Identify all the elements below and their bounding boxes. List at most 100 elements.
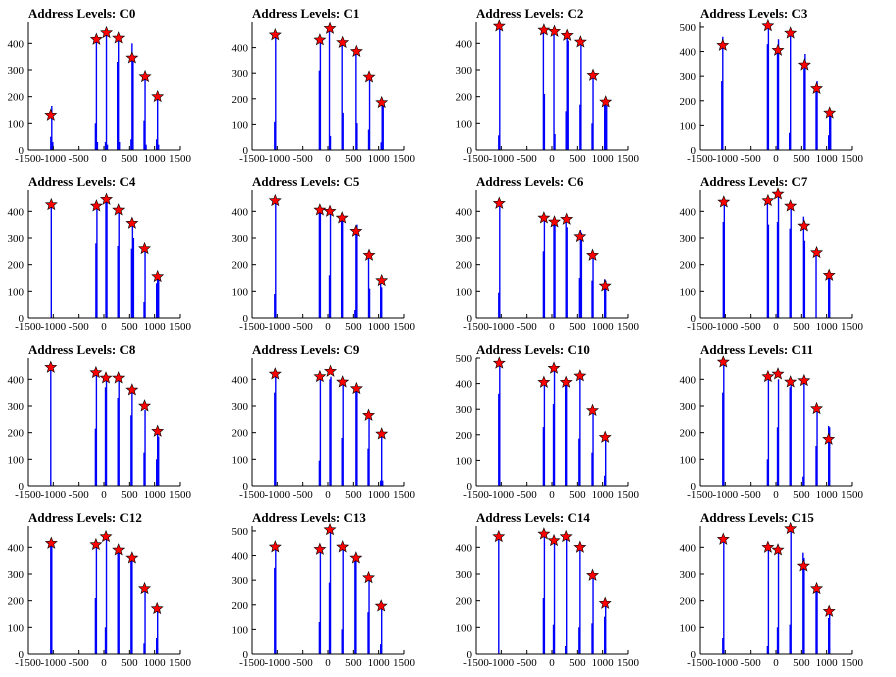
x-tick-label: 1000 [144, 489, 167, 501]
x-tick-label: -1000 [40, 153, 66, 165]
panel-title: Address Levels: C8 [28, 342, 136, 357]
x-tick-label: 0 [325, 321, 331, 333]
y-tick-label: 200 [8, 596, 25, 608]
panel-c9: Address Levels: C9 0 100 200 300 400 -1500 -100… [232, 342, 416, 501]
star-marker [313, 542, 327, 555]
star-marker [349, 44, 363, 57]
panel-title: Address Levels: C6 [476, 174, 584, 189]
y-tick-label: 100 [456, 118, 473, 130]
star-marker [560, 212, 574, 225]
x-tick-label: 500 [793, 489, 810, 501]
x-tick-label: 500 [793, 321, 810, 333]
x-tick-label: 1000 [592, 489, 615, 501]
star-marker [822, 432, 836, 445]
y-tick-label: 200 [680, 260, 697, 272]
star-marker [822, 604, 836, 617]
star-marker [362, 70, 376, 83]
x-tick-label: 500 [793, 657, 810, 669]
y-tick-label: 100 [8, 622, 25, 634]
x-tick-label: -1000 [264, 489, 290, 501]
x-tick-label: -1000 [712, 489, 738, 501]
star-marker [784, 521, 798, 535]
y-tick-label: 300 [680, 569, 697, 581]
star-marker [89, 32, 103, 45]
star-marker [586, 248, 600, 261]
star-marker [797, 373, 811, 387]
star-marker [598, 430, 612, 443]
x-tick-label: 0 [101, 321, 107, 333]
y-tick-label: 300 [456, 569, 473, 581]
panel-c13: Address Levels: C13 0 100 200 300 400 500 -1500… [232, 510, 416, 669]
star-marker [810, 581, 824, 595]
star-marker [313, 33, 327, 46]
star-marker [716, 355, 730, 368]
star-marker [112, 543, 126, 556]
x-tick-label: 500 [793, 153, 810, 165]
panel-c14: Address Levels: C14 0 100 200 300 400 -1500 -10… [456, 510, 640, 669]
y-tick-label: 400 [8, 542, 25, 554]
panel-title: Address Levels: C2 [476, 6, 583, 21]
star-marker [797, 219, 811, 232]
x-tick-label: 1500 [169, 489, 192, 501]
star-marker [268, 367, 282, 380]
star-marker [100, 192, 114, 205]
y-tick-label: 300 [232, 401, 249, 413]
panel-title: Address Levels: C3 [700, 6, 808, 21]
x-tick-label: -500 [741, 153, 762, 165]
x-tick-label: 1000 [144, 657, 167, 669]
y-tick-label: 100 [232, 454, 249, 466]
x-tick-label: 1500 [169, 321, 192, 333]
panel-title: Address Levels: C9 [252, 342, 360, 357]
y-tick-label: 0 [19, 649, 25, 661]
x-tick-label: 1500 [617, 489, 640, 501]
panel-c3: Address Levels: C30100200300400500-1500-… [680, 6, 864, 165]
x-tick-label: -1000 [264, 321, 290, 333]
star-marker [375, 273, 389, 287]
y-tick-label: 100 [232, 624, 249, 636]
x-tick-label: 0 [773, 321, 779, 333]
panel-c4: Address Levels: C4 0 100 200 300 400 -1500 -100… [8, 174, 192, 333]
x-tick-label: -1500 [239, 489, 265, 501]
star-marker [810, 245, 824, 259]
star-marker [761, 540, 775, 553]
panel-c10: Address Levels: C10 0 100 200 300 400 500 -1500… [456, 342, 640, 501]
y-tick-label: 200 [232, 600, 249, 612]
star-marker [268, 27, 282, 41]
y-tick-label: 100 [232, 286, 249, 298]
star-marker [138, 399, 152, 412]
panel-title: Address Levels: C15 [700, 510, 814, 525]
star-marker [599, 95, 613, 108]
x-tick-label: 1500 [169, 657, 192, 669]
x-tick-label: 0 [773, 489, 779, 501]
y-tick-label: 200 [8, 428, 25, 440]
star-marker [313, 203, 327, 216]
y-tick-label: 100 [8, 286, 25, 298]
x-tick-label: 1500 [841, 657, 864, 669]
x-tick-label: 500 [569, 657, 586, 669]
y-tick-label: 0 [19, 313, 25, 325]
y-tick-label: 400 [232, 374, 249, 386]
star-marker [796, 559, 810, 572]
x-tick-label: 1500 [617, 321, 640, 333]
y-tick-label: 300 [680, 233, 697, 245]
y-tick-label: 200 [456, 260, 473, 272]
x-tick-label: 500 [345, 321, 362, 333]
y-tick-label: 200 [456, 92, 473, 104]
y-tick-label: 400 [680, 47, 697, 59]
y-tick-label: 0 [19, 145, 25, 157]
star-marker [784, 26, 798, 39]
x-tick-label: -500 [517, 321, 538, 333]
x-tick-label: 500 [121, 489, 138, 501]
y-tick-label: 100 [232, 119, 249, 131]
y-tick-label: 100 [680, 622, 697, 634]
y-tick-label: 500 [232, 526, 249, 538]
star-marker [112, 203, 126, 216]
y-tick-label: 300 [680, 71, 697, 83]
panel-title: Address Levels: C7 [700, 174, 808, 189]
star-marker [492, 356, 506, 369]
x-tick-label: 500 [569, 153, 586, 165]
y-tick-label: 100 [680, 454, 697, 466]
y-tick-label: 300 [8, 65, 25, 77]
x-tick-label: 0 [773, 657, 779, 669]
star-marker [810, 81, 824, 94]
